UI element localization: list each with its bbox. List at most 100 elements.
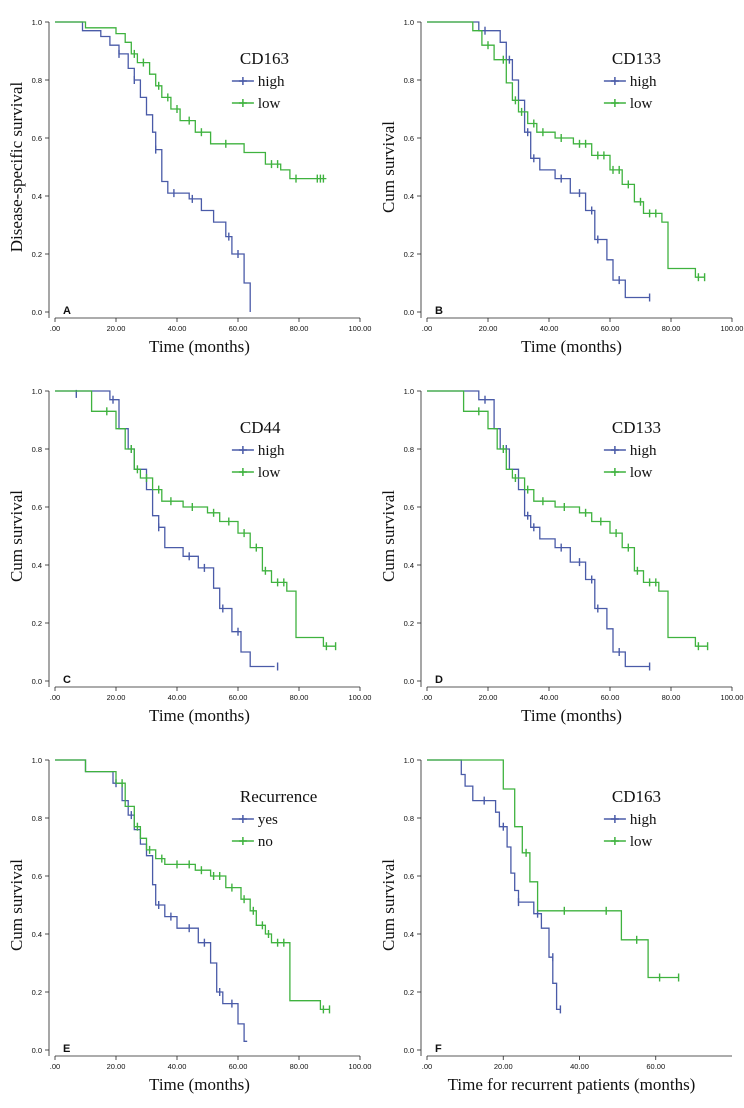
y-tick-label: 0.0: [32, 677, 42, 686]
x-tick-label: 60.00: [229, 1062, 248, 1071]
x-axis-title: Time (months): [149, 1075, 250, 1094]
legend-label-low: low: [258, 465, 281, 481]
x-tick-label: 60.00: [601, 324, 620, 333]
y-axis-title: Cum survival: [379, 859, 398, 951]
chart-panel-a: .00 20.00 40.00 60.00 80.00 100.00 0.0 0.2 0.4 0.…: [0, 0, 372, 369]
x-axis-title: Time (months): [521, 706, 622, 725]
y-axis-title: Cum survival: [7, 490, 26, 582]
y-tick-label: 0.8: [32, 76, 42, 85]
y-tick-label: 0.2: [404, 250, 414, 259]
x-axis-title: Time (months): [149, 706, 250, 725]
survival-curve-low: [427, 759, 679, 979]
y-tick-label: 0.4: [404, 930, 414, 939]
km-plot-svg: .00 20.00 40.00 60.00 80.00 100.00 0.0 0.2 0.4 0.…: [7, 756, 372, 1094]
x-tick-label: 100.00: [721, 324, 744, 333]
panel-letter: E: [63, 1043, 70, 1055]
legend-title: CD133: [612, 418, 661, 437]
y-tick-label: 0.2: [32, 619, 42, 628]
chart-panel-f: .00 20.00 40.00 60.00 0.0 0.2 0.4 0.6 0.8 1.0 Time…: [372, 738, 744, 1107]
y-tick-label: 0.4: [32, 561, 42, 570]
y-axis-title: Cum survival: [379, 490, 398, 582]
legend-label-low: low: [630, 465, 653, 481]
legend-censor-mark-yes: [238, 815, 247, 823]
x-tick-label: .00: [422, 1062, 432, 1071]
x-tick-label: 40.00: [168, 1062, 187, 1071]
y-tick-label: 1.0: [404, 756, 414, 765]
km-plot-svg: .00 20.00 40.00 60.00 80.00 100.00 0.0 0.2 0.4 0.…: [379, 387, 743, 725]
y-tick-label: 0.6: [32, 134, 42, 143]
y-axis-title: Disease-specific survival: [7, 82, 26, 253]
y-tick-label: 1.0: [404, 387, 414, 396]
y-tick-label: 0.8: [32, 445, 42, 454]
x-tick-label: 80.00: [290, 693, 309, 702]
legend-label-high: high: [258, 74, 285, 90]
y-tick-label: 0.8: [404, 76, 414, 85]
x-tick-label: 100.00: [349, 324, 372, 333]
x-tick-label: 60.00: [229, 324, 248, 333]
survival-curve-low: [427, 21, 705, 278]
survival-curve-no: [55, 759, 330, 1011]
y-tick-label: 1.0: [404, 18, 414, 27]
y-tick-label: 1.0: [32, 18, 42, 27]
x-tick-label: 60.00: [229, 693, 248, 702]
x-tick-label: .00: [50, 1062, 60, 1071]
x-tick-label: .00: [50, 324, 60, 333]
y-tick-label: 0.0: [404, 677, 414, 686]
x-tick-label: .00: [50, 693, 60, 702]
legend-label-no: no: [258, 834, 273, 850]
legend-label-high: high: [630, 443, 657, 459]
y-tick-label: 0.6: [32, 872, 42, 881]
x-tick-label: 40.00: [540, 693, 559, 702]
x-tick-label: 80.00: [662, 324, 681, 333]
y-tick-label: 0.6: [404, 872, 414, 881]
legend-title: CD163: [240, 49, 289, 68]
legend-censor-mark-low: [238, 468, 247, 476]
km-plot-svg: .00 20.00 40.00 60.00 80.00 100.00 0.0 0.2 0.4 0.…: [379, 18, 744, 356]
y-tick-label: 0.6: [404, 503, 414, 512]
survival-curve-high: [427, 21, 650, 299]
survival-curve-low: [55, 390, 336, 647]
x-tick-label: 80.00: [290, 1062, 309, 1071]
panel-letter: B: [435, 305, 443, 317]
survival-curve-high: [55, 390, 275, 668]
x-tick-label: .00: [422, 693, 432, 702]
legend-censor-mark-low: [610, 468, 619, 476]
legend-label-low: low: [630, 834, 653, 850]
x-tick-label: 100.00: [349, 1062, 372, 1071]
y-tick-label: 0.0: [404, 1046, 414, 1055]
y-tick-label: 0.8: [404, 445, 414, 454]
survival-curve-yes: [55, 759, 248, 1042]
y-tick-label: 0.0: [32, 1046, 42, 1055]
y-tick-label: 0.4: [32, 930, 42, 939]
panel-letter: D: [435, 674, 443, 686]
legend-censor-mark-high: [610, 77, 619, 85]
x-tick-label: 20.00: [494, 1062, 513, 1071]
x-axis-title: Time (months): [149, 337, 250, 356]
x-tick-label: 40.00: [168, 693, 187, 702]
y-tick-label: 0.0: [32, 308, 42, 317]
legend-censor-mark-high: [238, 446, 247, 454]
y-tick-label: 0.2: [32, 250, 42, 259]
y-tick-label: 0.6: [404, 134, 414, 143]
km-plot-svg: .00 20.00 40.00 60.00 0.0 0.2 0.4 0.6 0.8 1.0 Time…: [379, 756, 732, 1094]
x-tick-label: 20.00: [479, 693, 498, 702]
x-tick-label: 60.00: [646, 1062, 665, 1071]
chart-panel-e: .00 20.00 40.00 60.00 80.00 100.00 0.0 0.2 0.4 0.…: [0, 738, 372, 1107]
chart-panel-d: .00 20.00 40.00 60.00 80.00 100.00 0.0 0.2 0.4 0.…: [372, 369, 744, 738]
x-tick-label: .00: [422, 324, 432, 333]
y-tick-label: 0.8: [32, 814, 42, 823]
y-tick-label: 0.0: [404, 308, 414, 317]
x-axis-title: Time for recurrent patients (months): [448, 1075, 696, 1094]
legend-label-high: high: [258, 443, 285, 459]
x-tick-label: 20.00: [107, 1062, 126, 1071]
y-axis-title: Cum survival: [379, 121, 398, 213]
km-plot-svg: .00 20.00 40.00 60.00 80.00 100.00 0.0 0.2 0.4 0.…: [7, 387, 371, 725]
chart-panel-b: .00 20.00 40.00 60.00 80.00 100.00 0.0 0.2 0.4 0.…: [372, 0, 744, 369]
legend-label-low: low: [258, 96, 281, 112]
km-plot-svg: .00 20.00 40.00 60.00 80.00 100.00 0.0 0.2 0.4 0.…: [7, 18, 372, 356]
panel-letter: F: [435, 1043, 442, 1055]
x-tick-label: 40.00: [168, 324, 187, 333]
y-axis-title: Cum survival: [7, 859, 26, 951]
x-tick-label: 60.00: [601, 693, 620, 702]
x-tick-label: 20.00: [479, 324, 498, 333]
